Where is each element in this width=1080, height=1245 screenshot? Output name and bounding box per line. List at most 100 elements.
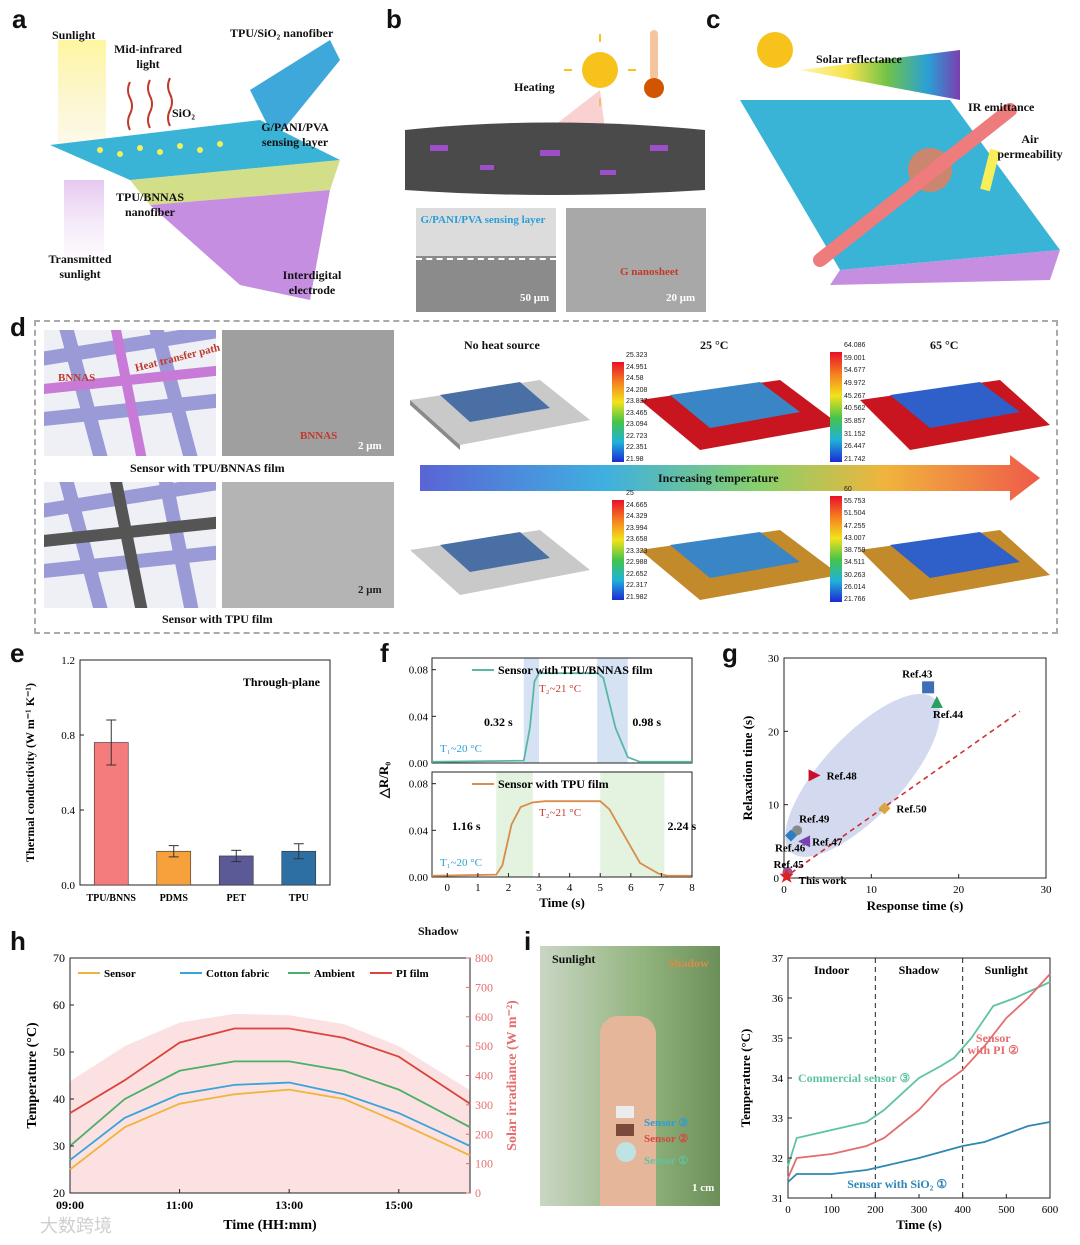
label-tpu-sio2: TPU/SiO₂ nanofiber [230,26,334,40]
y-tick-label: 31 [772,1193,783,1205]
colorbar-bottom-25c: 25 24.665 24.329 23.994 23.658 23.323 22.988 22… [626,490,656,602]
label-ir: IR emittance [968,100,1035,114]
label-photo-sunlight: Sunlight [552,952,596,966]
y-tick-label: 20 [53,1186,65,1200]
fiber-schematic-tpu [44,482,216,608]
colorbar-tick-label: 35.857 [844,418,866,425]
sensing-layer [130,160,340,205]
scale-bar-2um-top: 2 μm [358,440,382,452]
air-arrow [980,148,1000,192]
series-line [69,1027,471,1114]
scatter-point [798,835,811,848]
label-transmitted: Transmitted sunlight [48,252,112,281]
label-25c: 25 °C [700,338,729,352]
series-line [787,981,1051,1167]
panel-c-film [740,100,1060,270]
y-tick-label: 0.08 [409,665,429,677]
ir-arrow [813,103,1017,267]
label-air: Air permeability [997,132,1063,161]
colorbar-tick-label: 21.766 [844,596,866,603]
point-label: Ref.47 [812,836,843,848]
colorbar-tick-label: 26.447 [844,443,866,451]
transmitted-beam [64,180,104,260]
x-tick-label: 1 [475,882,481,894]
colorbar-tick-label: 22.988 [626,559,648,567]
sem-tpu [222,482,394,608]
colorbar-tick-label: 24.951 [626,363,648,371]
legend-label: Sensor with TPU film [498,777,609,791]
colorbar-tick-label: 60 [844,486,852,493]
sem-interface-line [416,258,556,260]
x-tick-label: 5 [597,882,603,894]
y2-tick-label: 700 [475,980,493,994]
series-line [69,1088,471,1171]
point-label: Ref.50 [896,803,927,815]
colorbar-tick-label: 21.98 [626,456,644,463]
panel-b-schematic [405,30,705,195]
y-tick-label: 36 [772,993,784,1005]
series-line [787,1121,1051,1183]
x-tick-label: 200 [867,1204,884,1216]
colorbar-tick-label: 26.014 [844,583,866,591]
colorbar-tick-label: 47.255 [844,522,866,530]
fiber-schematic-bnnas [44,330,216,456]
series-line [787,973,1051,1179]
label-65c: 65 °C [930,338,959,352]
panel-letter-g: g [722,638,738,668]
annotation-t2-top: T₂~21 °C [539,683,581,695]
colorbar-tick-label: 64.086 [844,342,866,349]
y-tick-label: 0.08 [409,779,429,791]
panel-c-schematic [740,32,1060,285]
device-no-heat-bottom [410,530,590,595]
panel-letter-f: f [380,638,389,668]
annotation-pi-1: Sensor [976,1031,1011,1045]
simulation-row [410,352,1050,602]
x-tick-label: 8 [689,882,695,894]
y-tick-label: 30 [768,653,780,665]
panel-letter-b: b [386,4,402,34]
sunlight-beam [58,40,106,150]
sem-nanosheet [566,208,706,312]
label-sunlight: Sunlight [52,28,96,42]
x-axis-label: Response time (s) [867,898,964,913]
colorbar-tick-label: 40.562 [844,405,866,413]
x-tick-label: 0 [785,1204,791,1216]
label-nanosheet: G nanosheet [620,266,679,278]
colorbar-tick-label: 24.58 [626,375,644,383]
x-tick-label: 0 [781,884,787,896]
tpu-sio2-nanofiber-sheet [250,40,340,140]
sem-cross-section [416,208,556,312]
colorbar-tick-label: 49.972 [844,380,866,387]
colorbar-tick-label: 22.351 [626,444,648,452]
scatter-point [792,825,803,836]
colorbar-tick-label: 23.465 [626,409,648,417]
colorbar-tick-label: 24.665 [626,501,648,509]
y2-axis-label: Solar irradiance (W m⁻²) [505,1000,520,1151]
region-label: Shadow [899,963,940,977]
annotation-commercial: Commercial sensor ③ [798,1071,911,1085]
label-increasing-temperature: Increasing temperature [658,471,779,485]
axes-frame [431,771,693,878]
colorbar-tick-label: 21.742 [844,456,866,463]
chart-g-comparison: 0 10 20 30 0 10 20 30 Response time (s) Relaxatio… [740,653,1052,913]
x-tick-label: 15:00 [385,1198,413,1212]
annotation-rise-top: 0.32 s [484,715,513,729]
x-tick-label: 0 [445,882,451,894]
x-tick-label: 300 [911,1204,928,1216]
label-sensing-a: G/PANI/PVA sensing layer [261,120,329,149]
label-electrode: Interdigital electrode [282,268,342,297]
colorbar-tick-label: 34.511 [844,559,865,567]
x-tick-label: 400 [954,1204,971,1216]
colorbar-top-25c: 25.323 24.951 24.58 24.208 23.837 23.465 23.09… [626,352,656,464]
label-bnnas-sem: BNNAS [300,430,338,442]
scatter-point [922,681,935,694]
panel-letter-c: c [706,4,721,34]
y-axis-label: △R/R₀ [376,762,391,799]
axes-frame [79,659,331,886]
scatter-point [784,829,797,842]
colorbar-tick-label: 23.658 [626,536,648,544]
colorbar-tick-label: 22.317 [626,582,648,590]
irradiance-area [70,1013,470,1193]
category-label: PDMS [160,893,189,904]
colorbar-tick-label: 30.263 [844,571,866,579]
